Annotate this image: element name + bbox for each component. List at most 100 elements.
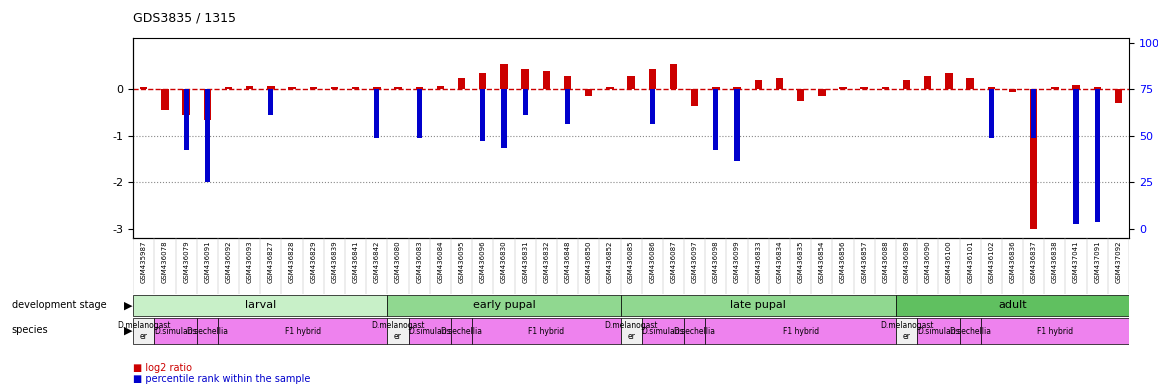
Text: GDS3835 / 1315: GDS3835 / 1315 (133, 12, 236, 25)
Bar (183, 89, 190, 115)
Bar (288, 87, 295, 89)
Text: GSM436087: GSM436087 (670, 241, 676, 283)
Text: GSM436848: GSM436848 (565, 241, 571, 283)
Bar (669, 64, 677, 89)
Text: D.sechellia: D.sechellia (440, 327, 483, 336)
Text: GSM436086: GSM436086 (650, 241, 655, 283)
Bar (481, 89, 485, 141)
Bar (373, 87, 381, 89)
FancyBboxPatch shape (472, 318, 621, 344)
Text: GSM436827: GSM436827 (267, 241, 274, 283)
Text: GSM436834: GSM436834 (776, 241, 783, 283)
Text: GSM437092: GSM437092 (1115, 241, 1121, 283)
Bar (521, 69, 529, 89)
FancyBboxPatch shape (133, 295, 388, 316)
Bar (522, 89, 528, 115)
Text: GSM436080: GSM436080 (395, 241, 401, 283)
Bar (184, 89, 189, 150)
Bar (585, 89, 593, 96)
Bar (501, 89, 506, 147)
Text: D.sechellia: D.sechellia (674, 327, 716, 336)
Text: GSM436092: GSM436092 (226, 241, 232, 283)
Bar (140, 87, 147, 89)
Text: species: species (12, 325, 49, 335)
Text: late pupal: late pupal (731, 300, 786, 310)
Text: GSM436828: GSM436828 (290, 241, 295, 283)
Text: GSM436852: GSM436852 (607, 241, 613, 283)
Text: GSM436096: GSM436096 (479, 241, 486, 283)
Text: GSM436099: GSM436099 (734, 241, 740, 283)
Text: GSM436833: GSM436833 (755, 241, 761, 283)
Bar (161, 89, 169, 110)
FancyBboxPatch shape (409, 318, 450, 344)
Text: D.simulans: D.simulans (642, 327, 684, 336)
FancyBboxPatch shape (450, 318, 472, 344)
Text: F1 hybrid: F1 hybrid (783, 327, 819, 336)
Text: D.melanogast
er: D.melanogast er (117, 321, 170, 341)
Text: ■ percentile rank within the sample: ■ percentile rank within the sample (133, 374, 310, 384)
Text: GSM436856: GSM436856 (840, 241, 846, 283)
Text: F1 hybrid: F1 hybrid (528, 327, 564, 336)
Text: GSM436089: GSM436089 (903, 241, 909, 283)
Bar (988, 87, 995, 89)
Text: D.sechellia: D.sechellia (950, 327, 991, 336)
Bar (1073, 89, 1078, 224)
FancyBboxPatch shape (917, 318, 960, 344)
FancyBboxPatch shape (154, 318, 197, 344)
Bar (818, 89, 826, 96)
Bar (755, 80, 762, 89)
FancyBboxPatch shape (705, 318, 896, 344)
Text: GSM436830: GSM436830 (501, 241, 507, 283)
Bar (1094, 89, 1100, 222)
Text: GSM436850: GSM436850 (586, 241, 592, 283)
Bar (712, 87, 719, 89)
Text: GSM436098: GSM436098 (713, 241, 719, 283)
Bar (205, 89, 210, 182)
Bar (924, 76, 931, 89)
Text: GSM436102: GSM436102 (988, 241, 995, 283)
Text: GSM436835: GSM436835 (798, 241, 804, 283)
Bar (395, 87, 402, 89)
Text: adult: adult (998, 300, 1027, 310)
Text: GSM436091: GSM436091 (204, 241, 211, 283)
Text: ▶: ▶ (124, 300, 132, 310)
Bar (733, 87, 741, 89)
FancyBboxPatch shape (621, 318, 642, 344)
Text: GSM436085: GSM436085 (628, 241, 635, 283)
Bar (607, 87, 614, 89)
Text: D.melanogast
er: D.melanogast er (604, 321, 658, 341)
Text: larval: larval (244, 300, 276, 310)
Bar (267, 86, 274, 89)
FancyBboxPatch shape (621, 295, 896, 316)
Text: GSM436088: GSM436088 (882, 241, 888, 283)
Text: D.melanogast
er: D.melanogast er (880, 321, 933, 341)
Text: GSM436084: GSM436084 (438, 241, 444, 283)
Text: GSM436095: GSM436095 (459, 241, 464, 283)
Text: GSM436837: GSM436837 (1031, 241, 1036, 283)
Bar (416, 87, 423, 89)
Text: GSM436842: GSM436842 (374, 241, 380, 283)
Text: early pupal: early pupal (472, 300, 535, 310)
Text: GSM436829: GSM436829 (310, 241, 316, 283)
Text: ▶: ▶ (124, 325, 132, 335)
Bar (628, 76, 635, 89)
Bar (989, 89, 994, 138)
Text: GSM436097: GSM436097 (691, 241, 697, 283)
Text: GSM436838: GSM436838 (1051, 241, 1058, 283)
Text: GSM436090: GSM436090 (925, 241, 931, 283)
Text: GSM436831: GSM436831 (522, 241, 528, 283)
Bar (269, 89, 273, 115)
Text: D.melanogast
er: D.melanogast er (372, 321, 425, 341)
Bar (881, 87, 889, 89)
Bar (734, 89, 740, 161)
Bar (840, 87, 846, 89)
Text: D.simulans: D.simulans (154, 327, 197, 336)
Text: GSM436083: GSM436083 (416, 241, 423, 283)
Text: GSM437041: GSM437041 (1073, 241, 1079, 283)
Text: GSM436857: GSM436857 (862, 241, 867, 283)
Text: D.simulans: D.simulans (917, 327, 960, 336)
Bar (204, 89, 211, 120)
Text: ■ log2 ratio: ■ log2 ratio (133, 363, 192, 373)
Bar (1093, 87, 1101, 89)
FancyBboxPatch shape (684, 318, 705, 344)
